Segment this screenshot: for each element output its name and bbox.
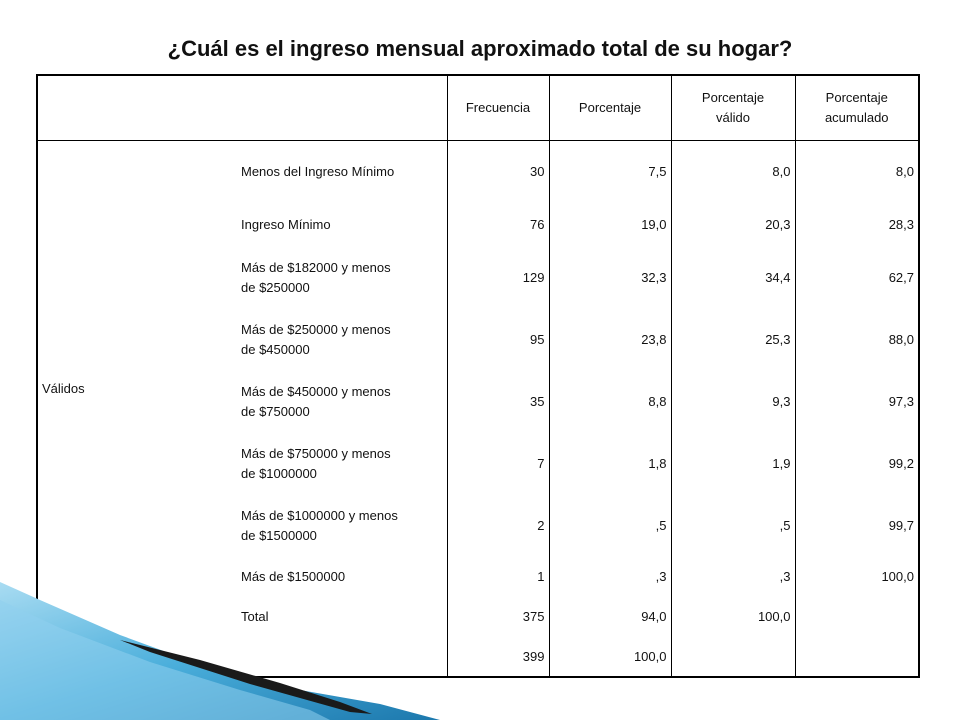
header-porcentaje-acumulado: Porcentaje acumulado [795,75,919,141]
cell-valido: 9,3 [671,370,796,433]
subtotal-frecuencia: 375 [447,596,550,637]
row-label: Más de $182000 y menos de $250000 [237,246,448,309]
cell-frecuencia: 35 [447,370,550,433]
row-label: Ingreso Mínimo [237,202,448,247]
row-label: Más de $250000 y menos de $450000 [237,308,448,371]
table-row: Válidos Menos del Ingreso Mínimo 30 7,5 … [37,140,919,396]
cell-porcentaje: 23,8 [549,308,672,371]
cell-valido: ,3 [671,556,796,597]
row-label: Más de $1500000 [237,556,448,597]
cell-acumulado: 88,0 [888,332,914,347]
row-label: Menos del Ingreso Mínimo [237,140,448,203]
cell-frecuencia: 7 [447,432,550,495]
table-row: Más de $1500000 1 ,3 ,3 100,0 [37,556,919,597]
cell-valido: 25,3 [671,308,796,371]
cell-acumulado: 28,3 [888,217,914,232]
row-label: Más de $450000 y menos de $750000 [237,370,448,433]
row-label: Más de $1000000 y menos de $1500000 [237,494,448,557]
table-row: Más de $250000 y menos de $450000 95 23,8… [37,308,919,371]
slide-title: ¿Cuál es el ingreso mensual aproximado t… [167,36,793,61]
cell-acumulado: 8,0 [895,164,914,180]
cell-valido: ,5 [671,494,796,557]
total-porcentaje: 100,0 [549,636,672,677]
cell-acumulado: 99,2 [888,456,914,471]
cell-porcentaje: 19,0 [549,202,672,247]
total-label: Total [37,636,448,677]
table-row: Más de $750000 y menos de $1000000 7 1,8 … [37,432,919,495]
total-row: Total 399 100,0 [37,636,919,677]
cell-valido: 1,9 [671,432,796,495]
total-acumulado [795,637,919,677]
frequency-table: Frecuencia Porcentaje Porcentaje válido P… [36,74,920,678]
cell-acumulado: 97,3 [888,394,914,409]
cell-frecuencia: 76 [447,202,550,247]
header-corner [37,75,448,141]
header-row: Frecuencia Porcentaje Porcentaje válido P… [37,75,919,141]
cell-frecuencia: 30 [447,140,550,203]
cell-valido: 34,4 [671,246,796,309]
group-label-validos: Válidos [42,380,85,396]
subtotal-acumulado [795,597,919,637]
cell-valido: 8,0 [671,140,796,203]
subtotal-porcentaje: 94,0 [549,596,672,637]
cell-acumulado: 99,7 [888,518,914,533]
row-label: Más de $750000 y menos de $1000000 [237,432,448,495]
table-row: Ingreso Mínimo 76 19,0 20,3 28,3 [37,202,919,247]
cell-frecuencia: 1 [447,556,550,597]
cell-porcentaje: ,3 [549,556,672,597]
header-frecuencia: Frecuencia [447,75,550,141]
total-frecuencia: 399 [447,636,550,677]
cell-porcentaje: 8,8 [549,370,672,433]
cell-porcentaje: 7,5 [549,140,672,203]
total-valido [671,636,796,677]
table-row: Más de $1000000 y menos de $1500000 2 ,5 … [37,494,919,557]
cell-frecuencia: 95 [447,308,550,371]
header-porcentaje-valido: Porcentaje válido [671,75,796,141]
cell-porcentaje: 1,8 [549,432,672,495]
cell-valido: 20,3 [671,202,796,247]
cell-porcentaje: ,5 [549,494,672,557]
cell-acumulado: 100,0 [881,569,914,584]
table-row: Más de $450000 y menos de $750000 35 8,8 … [37,370,919,433]
cell-frecuencia: 2 [447,494,550,557]
header-porcentaje: Porcentaje [549,75,672,141]
subtotal-valido: 100,0 [671,596,796,637]
cell-acumulado: 62,7 [888,270,914,285]
table-row: Más de $182000 y menos de $250000 129 32,… [37,246,919,309]
subtotal-label: Total [237,596,448,637]
cell-frecuencia: 129 [447,246,550,309]
cell-porcentaje: 32,3 [549,246,672,309]
